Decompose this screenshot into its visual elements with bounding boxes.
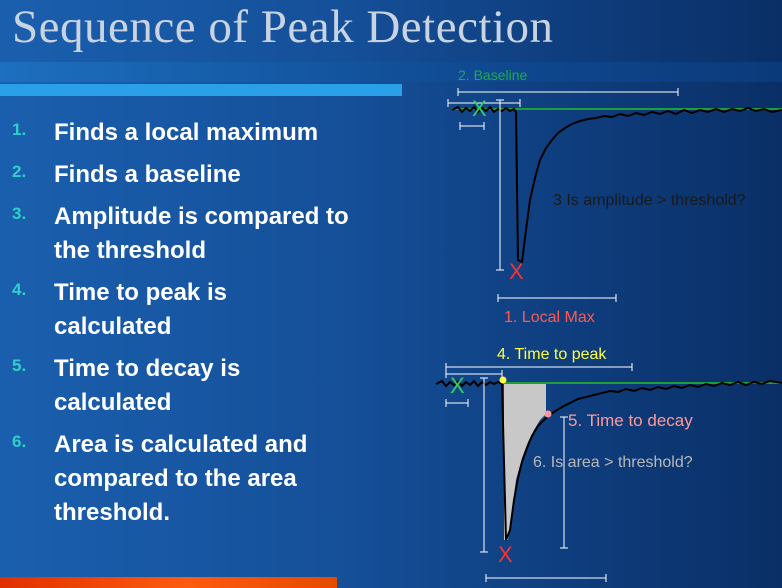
step-number: 2. <box>12 162 27 181</box>
baseline-marker: X <box>472 96 487 121</box>
decay-arrow <box>560 416 568 549</box>
step-text: Finds a baseline <box>54 161 241 188</box>
step-number: 3. <box>12 204 27 223</box>
baseline-window-arrow <box>447 88 679 130</box>
list-item: 3. Amplitude is compared to the threshol… <box>12 200 368 268</box>
list-item: 5. Time to decay is calculated <box>12 352 312 420</box>
bottom-diagram: 4. Time to peak <box>435 346 782 582</box>
list-item: 4. Time to peak is calculated <box>12 276 312 344</box>
step-text: Time to peak is calculated <box>54 279 227 340</box>
amplitude-label: 3 Is amplitude > threshold? <box>553 192 746 209</box>
list-item: 2. Finds a baseline <box>12 158 392 192</box>
step-number: 6. <box>12 432 27 451</box>
peak-marker: X <box>498 542 513 567</box>
time-to-peak-label: 4. Time to peak <box>497 346 607 363</box>
local-max-label: 1. Local Max <box>504 309 595 326</box>
local-max-window-arrow <box>497 294 617 302</box>
steps-list: 1. Finds a local maximum 2. Finds a base… <box>12 116 392 538</box>
area-fill <box>504 383 546 540</box>
step-text: Time to decay is calculated <box>54 355 241 416</box>
peak-marker: X <box>509 259 524 284</box>
peak-start-dot <box>499 376 507 384</box>
time-to-decay-label: 5. Time to decay <box>568 411 693 430</box>
baseline-marker: X <box>450 373 465 398</box>
accent-stripe-top <box>0 84 402 96</box>
window-arrows <box>445 363 633 407</box>
accent-stripe-bottom <box>0 577 337 588</box>
area-label: 6. Is area > threshold? <box>533 454 693 471</box>
step-number: 1. <box>12 120 27 139</box>
list-item: 1. Finds a local maximum <box>12 116 392 150</box>
decay-point-dot <box>544 410 552 418</box>
step-number: 4. <box>12 280 27 299</box>
current-trace <box>435 379 782 541</box>
slide-title: Sequence of Peak Detection <box>12 1 554 53</box>
step-text: Finds a local maximum <box>54 119 319 146</box>
baseline-label: 2. Baseline <box>458 67 527 83</box>
list-item: 6. Area is calculated and compared to th… <box>12 428 362 530</box>
step-text: Area is calculated and compared to the a… <box>54 431 308 526</box>
amplitude-arrow <box>496 99 504 271</box>
amplitude-arrow <box>480 377 488 553</box>
title-band <box>0 62 782 82</box>
top-diagram: 2. Baseline <box>447 67 782 326</box>
bottom-window-arrow <box>485 574 607 582</box>
step-text: Amplitude is compared to the threshold <box>54 203 349 264</box>
current-trace <box>451 105 782 264</box>
step-number: 5. <box>12 356 27 375</box>
